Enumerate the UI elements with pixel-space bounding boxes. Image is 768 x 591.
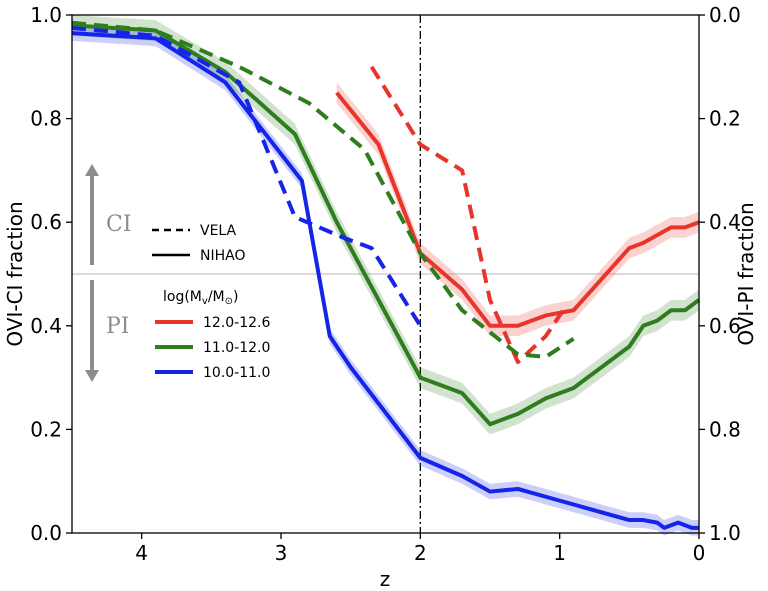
y-axis-label: OVI-CI fraction	[3, 201, 27, 346]
x-tick-label: 3	[275, 541, 288, 565]
y-tick-label: 1.0	[30, 3, 62, 27]
y2-axis-label: OVI-PI fraction	[734, 202, 758, 345]
y2-tick-label: 1.0	[709, 521, 741, 545]
pi-region-label: PI	[106, 314, 130, 339]
y2-tick-label: 0.6	[709, 314, 741, 338]
y-axis-ticks: 0.0 0.2 0.4 0.6 0.8 1.0	[30, 3, 72, 545]
y-tick-label: 0.2	[30, 417, 62, 441]
legend-mass-title: log(Mv/M⊙)	[163, 289, 238, 307]
y2-tick-label: 0.0	[709, 3, 741, 27]
series-lines	[71, 20, 701, 530]
legend-mass-label-0: 12.0-12.6	[203, 315, 270, 331]
series-line-10.0-11.0-vela	[71, 25, 423, 327]
ci-region-label: CI	[106, 212, 132, 237]
series-line-11.0-12.0-nihao	[71, 23, 701, 427]
y-tick-label: 0.0	[30, 521, 62, 545]
style-legend: VELA NIHAO	[152, 223, 245, 264]
y2-axis-ticks: 1.0 0.8 0.6 0.4 0.2 0.0	[699, 3, 741, 545]
x-tick-label: 4	[135, 541, 148, 565]
plot-frame	[71, 14, 700, 534]
legend-mass-label-1: 11.0-12.0	[203, 340, 270, 356]
x-tick-label: 1	[553, 541, 566, 565]
y2-tick-label: 0.8	[709, 417, 741, 441]
series-line-10.0-11.0-nihao	[71, 31, 699, 530]
x-axis-ticks: 4 3 2 1 0	[135, 533, 705, 565]
y2-tick-label: 0.4	[709, 210, 741, 234]
series-line-11.0-12.0-vela	[71, 20, 575, 359]
series-line-12.0-12.6-vela	[369, 65, 569, 365]
y-tick-label: 0.6	[30, 210, 62, 234]
x-tick-label: 2	[414, 541, 427, 565]
x-tick-label: 0	[693, 541, 706, 565]
y2-tick-label: 0.2	[709, 107, 741, 131]
region-annotation: CI PI	[85, 164, 132, 382]
y-tick-label: 0.4	[30, 314, 62, 338]
mass-legend: log(Mv/M⊙) 12.0-12.6 11.0-12.0 10.0-11.0	[155, 289, 270, 381]
x-axis-label: z	[380, 567, 391, 591]
legend-mass-label-2: 10.0-11.0	[203, 365, 270, 381]
legend-nihao-label: NIHAO	[200, 248, 245, 264]
legend-vela-label: VELA	[200, 223, 237, 239]
y-tick-label: 0.8	[30, 107, 62, 131]
